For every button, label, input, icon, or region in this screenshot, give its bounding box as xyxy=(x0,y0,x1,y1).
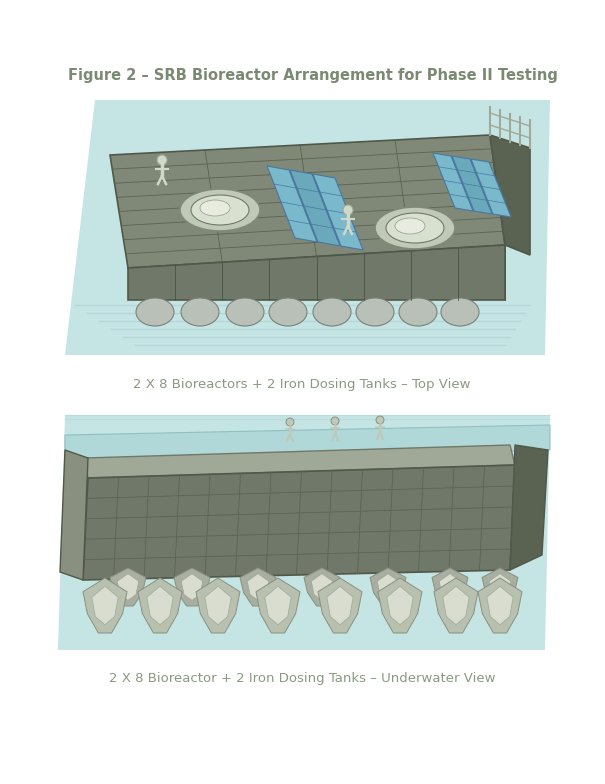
Circle shape xyxy=(343,205,353,215)
Ellipse shape xyxy=(136,298,174,326)
Ellipse shape xyxy=(375,207,455,249)
Polygon shape xyxy=(311,574,333,601)
Polygon shape xyxy=(432,568,468,606)
Text: 2 X 8 Bioreactor + 2 Iron Dosing Tanks – Underwater View: 2 X 8 Bioreactor + 2 Iron Dosing Tanks –… xyxy=(109,672,495,685)
Polygon shape xyxy=(377,574,399,601)
Polygon shape xyxy=(489,574,511,601)
Polygon shape xyxy=(471,159,511,217)
Ellipse shape xyxy=(200,200,230,216)
Polygon shape xyxy=(58,415,550,650)
Polygon shape xyxy=(138,578,182,633)
Polygon shape xyxy=(490,135,530,255)
Polygon shape xyxy=(478,578,522,633)
Polygon shape xyxy=(378,578,422,633)
Ellipse shape xyxy=(395,218,425,234)
Polygon shape xyxy=(110,135,505,268)
Ellipse shape xyxy=(180,189,260,231)
Polygon shape xyxy=(65,100,550,355)
Polygon shape xyxy=(128,245,505,300)
Polygon shape xyxy=(267,166,317,242)
Circle shape xyxy=(331,417,339,425)
Text: 2 X 8 Bioreactors + 2 Iron Dosing Tanks – Top View: 2 X 8 Bioreactors + 2 Iron Dosing Tanks … xyxy=(133,378,471,391)
Polygon shape xyxy=(174,568,210,606)
Ellipse shape xyxy=(313,298,351,326)
Polygon shape xyxy=(327,586,353,625)
Polygon shape xyxy=(205,586,231,625)
Ellipse shape xyxy=(441,298,479,326)
Polygon shape xyxy=(433,153,473,211)
Polygon shape xyxy=(452,156,492,214)
Polygon shape xyxy=(117,574,139,601)
Polygon shape xyxy=(482,568,518,606)
Polygon shape xyxy=(370,568,406,606)
Polygon shape xyxy=(443,586,469,625)
Text: Figure 2 – SRB Bioreactor Arrangement for Phase II Testing: Figure 2 – SRB Bioreactor Arrangement fo… xyxy=(68,68,558,83)
Polygon shape xyxy=(290,170,340,246)
Polygon shape xyxy=(240,568,276,606)
Ellipse shape xyxy=(269,298,307,326)
Circle shape xyxy=(376,416,384,424)
Polygon shape xyxy=(318,578,362,633)
Polygon shape xyxy=(313,174,363,250)
Ellipse shape xyxy=(386,213,444,243)
Circle shape xyxy=(286,418,294,426)
Polygon shape xyxy=(92,586,118,625)
Polygon shape xyxy=(182,574,203,601)
Ellipse shape xyxy=(181,298,219,326)
Ellipse shape xyxy=(356,298,394,326)
Polygon shape xyxy=(510,445,548,570)
Polygon shape xyxy=(147,586,173,625)
Polygon shape xyxy=(196,578,240,633)
Ellipse shape xyxy=(226,298,264,326)
Ellipse shape xyxy=(399,298,437,326)
Polygon shape xyxy=(65,425,550,465)
Polygon shape xyxy=(256,578,300,633)
Circle shape xyxy=(157,155,167,165)
Polygon shape xyxy=(110,568,146,606)
Polygon shape xyxy=(83,578,127,633)
Polygon shape xyxy=(304,568,340,606)
Polygon shape xyxy=(487,586,513,625)
Ellipse shape xyxy=(191,195,249,225)
Polygon shape xyxy=(247,574,269,601)
Polygon shape xyxy=(439,574,461,601)
Polygon shape xyxy=(265,586,291,625)
Polygon shape xyxy=(83,465,515,580)
Polygon shape xyxy=(60,450,88,580)
Polygon shape xyxy=(434,578,478,633)
Polygon shape xyxy=(85,445,515,478)
Polygon shape xyxy=(387,586,413,625)
